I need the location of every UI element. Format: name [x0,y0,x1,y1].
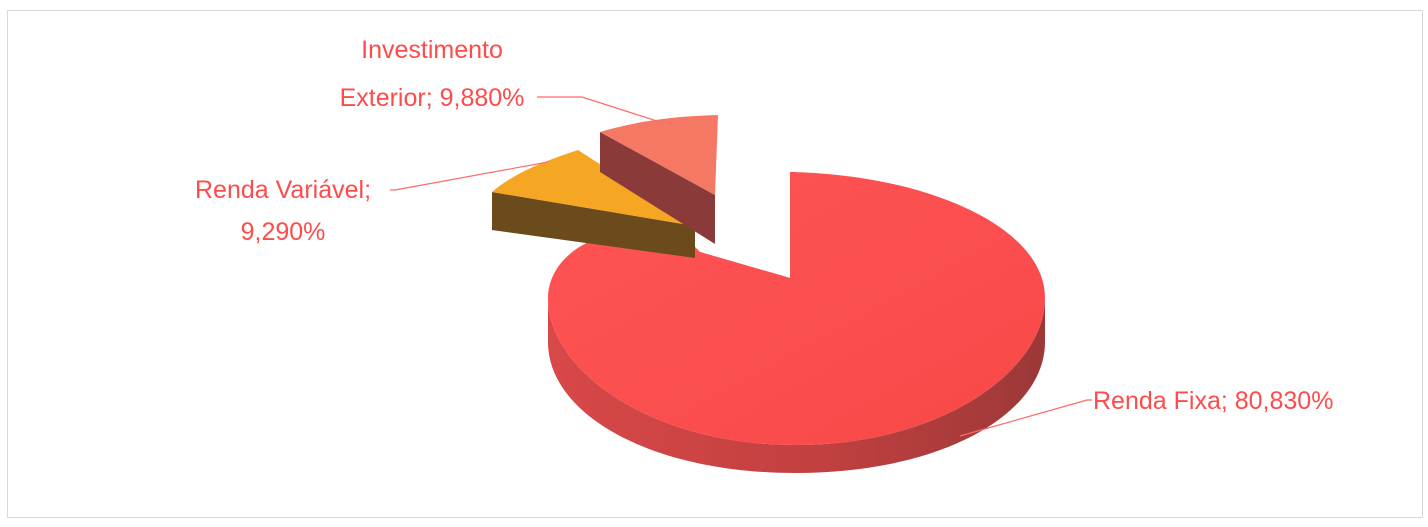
label-investimento-line2: Exterior; 9,880% [340,84,525,112]
label-investimento-line1: Investimento [361,36,503,64]
slice-investimento-exterior [600,115,718,244]
leader-line-investimento [537,96,661,123]
leader-line-renda-variavel [390,161,549,191]
slice-renda-fixa-side [548,298,1045,473]
leader-lines [390,96,1092,437]
label-renda-variavel-line1: Renda Variável; [195,176,371,204]
slice-renda-variavel-top [492,150,695,226]
slice-investimento-exterior-top [600,115,718,195]
slice-renda-variavel-side [492,192,695,258]
slice-investimento-exterior-side [600,132,715,244]
leader-line-renda-fixa [959,399,1092,437]
slice-renda-variavel [492,150,695,258]
label-renda-variavel-line2: 9,290% [241,218,326,246]
label-renda-fixa: Renda Fixa; 80,830% [1093,387,1333,415]
